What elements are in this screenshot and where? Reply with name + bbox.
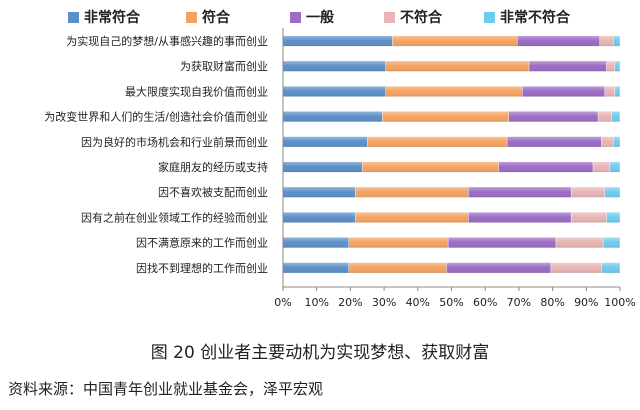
bar-gloss [614, 60, 620, 72]
bar-gloss [362, 161, 499, 173]
bar-gloss [606, 212, 620, 223]
bar-gloss [598, 111, 612, 122]
bar-gloss [507, 136, 602, 148]
x-tick-label: 20% [338, 296, 362, 309]
bar-gloss [593, 161, 610, 173]
bar-gloss [446, 262, 551, 274]
bar-gloss [392, 35, 518, 47]
bar-gloss [283, 237, 349, 248]
legend-label: 符合 [201, 9, 231, 26]
bar-gloss [601, 136, 614, 148]
category-label: 最大限度实现自我价值而创业 [125, 84, 268, 98]
legend-label: 不符合 [400, 9, 443, 26]
legend-swatch [384, 12, 395, 23]
bar-gloss [283, 212, 356, 223]
x-tick-label: 70% [507, 296, 531, 309]
bar-gloss [613, 35, 620, 47]
legend-label: 非常符合 [84, 9, 141, 26]
legend-item: 符合 [186, 9, 231, 26]
bar-gloss [348, 237, 449, 248]
bar-gloss [508, 111, 599, 122]
legend-swatch [186, 12, 197, 23]
category-label: 因不喜欢被支配而创业 [158, 185, 268, 199]
legend-swatch [68, 12, 79, 23]
bar-gloss [283, 161, 363, 173]
bar-gloss [355, 212, 469, 223]
bar-gloss [599, 35, 614, 47]
bar-gloss [614, 86, 620, 97]
bar-gloss [601, 262, 620, 274]
category-label: 家庭朋友的经历或支持 [158, 160, 268, 174]
bar-gloss [571, 212, 607, 223]
bar-gloss [385, 86, 523, 97]
category-labels: 为实现自己的梦想/从事感兴趣的事而创业为获取财富而创业最大限度实现自我价值而创业… [44, 34, 268, 275]
bar-gloss [571, 186, 605, 198]
bar-gloss [498, 161, 594, 173]
legend-item: 不符合 [384, 9, 443, 26]
legend-label: 一般 [306, 9, 334, 26]
x-tick-label: 0% [274, 296, 291, 309]
bar-gloss [283, 136, 368, 148]
x-tick-label: 60% [473, 296, 497, 309]
chart-legend: 非常符合 符合 一般 不符合 非常不符合 [68, 9, 571, 26]
category-label: 为改变世界和人们的生活/创造社会价值而创业 [44, 110, 268, 124]
bar-gloss [555, 237, 604, 248]
x-tick-label: 80% [540, 296, 564, 309]
bar-gloss [283, 60, 386, 72]
legend-label: 非常不符合 [500, 9, 571, 26]
bar-gloss [468, 212, 572, 223]
bar-gloss [550, 262, 602, 274]
category-label: 因不满意原来的工作而创业 [136, 236, 268, 250]
x-tick-label: 40% [406, 296, 430, 309]
bar-gloss [603, 237, 620, 248]
bar-gloss [522, 86, 605, 97]
legend-item: 一般 [290, 9, 334, 26]
bar-gloss [448, 237, 556, 248]
x-tick-label: 30% [372, 296, 396, 309]
x-tick-label: 100% [604, 296, 635, 309]
bar-gloss [283, 86, 386, 97]
bar-gloss [517, 35, 600, 47]
bar-gloss [613, 136, 620, 148]
bar-gloss [283, 35, 393, 47]
stacked-bar-chart: 非常符合 符合 一般 不符合 非常不符合 为实现自己的梦想/从事感兴趣的事而创业为获取财… [44, 9, 636, 309]
bar-gloss [283, 262, 349, 274]
bar-gloss [609, 161, 620, 173]
legend-item: 非常符合 [68, 9, 141, 26]
bar-gloss [283, 186, 356, 198]
category-label: 因找不到理想的工作而创业 [136, 261, 268, 275]
x-tick-label: 10% [304, 296, 328, 309]
legend-swatch [484, 12, 495, 23]
source-note: 资料来源：中国青年创业就业基金会，泽平宏观 [8, 380, 324, 398]
bar-gloss [604, 86, 615, 97]
bar-gloss [355, 186, 469, 198]
x-tick-label: 50% [439, 296, 463, 309]
bar-gloss [468, 186, 572, 198]
bar-gloss [606, 60, 615, 72]
bar-gloss [604, 186, 620, 198]
bar-gloss [529, 60, 607, 72]
category-label: 为实现自己的梦想/从事感兴趣的事而创业 [66, 34, 268, 48]
x-axis: 0% 10% 20% 30% 40% 50% 60% 70% 80% 90% 100% [274, 28, 636, 309]
bar-area [282, 35, 621, 274]
bar-gloss [385, 60, 530, 72]
figure-caption: 图 20 创业者主要动机为实现梦想、获取财富 [150, 343, 490, 363]
legend-swatch [290, 12, 301, 23]
bar-gloss [367, 136, 508, 148]
bar-gloss [382, 111, 509, 122]
bar-gloss [611, 111, 620, 122]
x-tick-label: 90% [574, 296, 598, 309]
bar-gloss [348, 262, 447, 274]
category-label: 因为良好的市场机会和行业前景而创业 [81, 135, 268, 149]
bar-gloss [283, 111, 383, 122]
legend-item: 非常不符合 [484, 9, 571, 26]
category-label: 为获取财富而创业 [180, 59, 268, 73]
category-label: 因有之前在创业领域工作的经验而创业 [81, 210, 268, 224]
